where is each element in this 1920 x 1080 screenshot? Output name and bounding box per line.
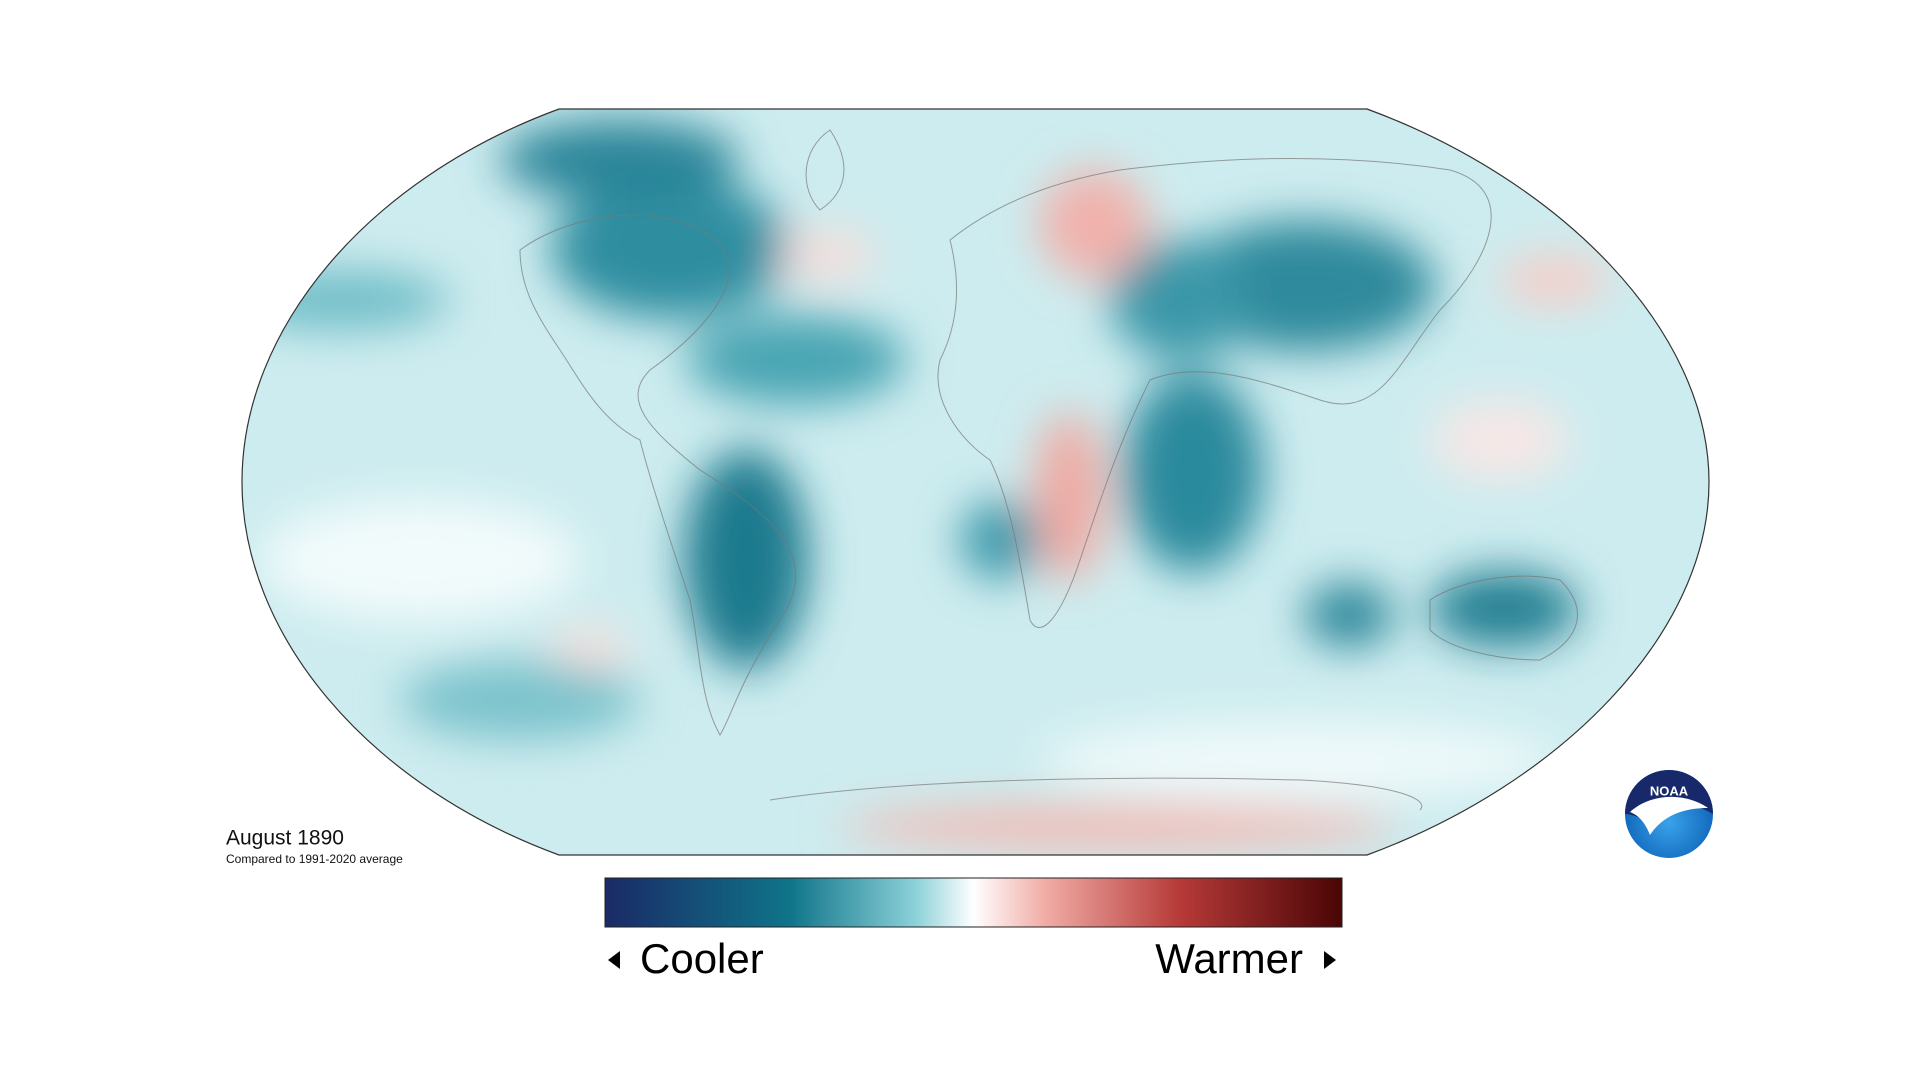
warmer-arrow: [1324, 951, 1336, 969]
cooler-arrow: [608, 951, 620, 969]
anomaly-field: [242, 109, 1709, 855]
map-outline: [241, 108, 1710, 856]
noaa-logo: NOAA: [1625, 770, 1713, 858]
logo-text: NOAA: [1650, 783, 1689, 798]
coastlines: [519, 129, 1578, 811]
legend-high-label: Warmer: [1155, 935, 1303, 982]
map-title: August 1890: [226, 827, 344, 850]
map-subtitle: Compared to 1991-2020 average: [226, 852, 403, 866]
legend-low-label: Cooler: [640, 935, 764, 982]
color-scale: [604, 877, 1343, 928]
